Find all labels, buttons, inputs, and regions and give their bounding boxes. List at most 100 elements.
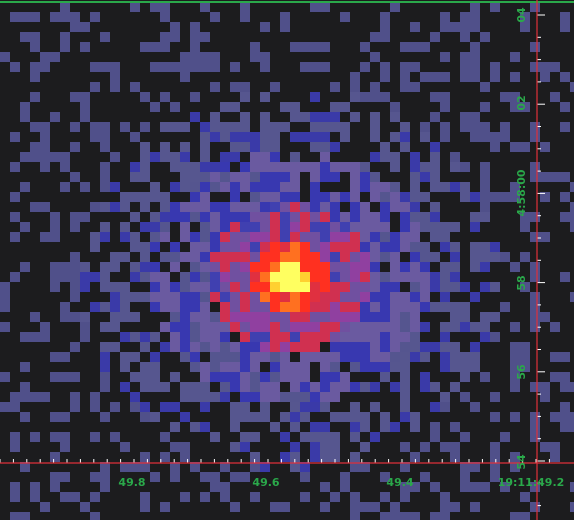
pixel — [310, 142, 320, 152]
pixel — [470, 402, 480, 412]
pixel — [570, 482, 574, 492]
pixel — [300, 322, 310, 332]
pixel — [300, 62, 310, 72]
pixel — [330, 292, 340, 302]
pixel — [190, 282, 200, 292]
pixel — [430, 72, 440, 82]
pixel — [240, 262, 250, 272]
pixel — [170, 442, 180, 452]
pixel — [340, 162, 350, 172]
pixel — [30, 42, 40, 52]
pixel — [230, 352, 240, 362]
pixel — [420, 212, 430, 222]
pixel — [310, 172, 320, 182]
pixel — [370, 112, 380, 122]
pixel — [270, 422, 280, 432]
x-label: 49.4 — [386, 476, 413, 489]
pixel — [320, 282, 330, 292]
pixel — [310, 442, 320, 452]
pixel — [190, 212, 200, 222]
pixel — [110, 342, 120, 352]
pixel — [290, 422, 300, 432]
pixel — [210, 252, 220, 262]
pixel — [140, 452, 150, 462]
pixel — [350, 202, 360, 212]
pixel — [420, 242, 430, 252]
pixel — [200, 472, 210, 482]
pixel — [400, 392, 410, 402]
pixel — [20, 362, 30, 372]
pixel — [520, 222, 530, 232]
pixel — [160, 62, 170, 72]
pixel — [430, 172, 440, 182]
pixel — [400, 402, 410, 412]
pixel — [280, 322, 290, 332]
pixel — [90, 132, 100, 142]
pixel — [280, 192, 290, 202]
pixel — [40, 502, 50, 512]
pixel — [60, 42, 70, 52]
pixel — [530, 292, 540, 302]
pixel — [460, 182, 470, 192]
pixel — [290, 372, 300, 382]
pixel — [190, 332, 200, 342]
pixel — [80, 312, 90, 322]
pixel — [140, 342, 150, 352]
pixel — [330, 302, 340, 312]
pixel — [340, 222, 350, 232]
pixel — [200, 312, 210, 322]
pixel — [170, 22, 180, 32]
pixel — [390, 102, 400, 112]
pixel — [250, 202, 260, 212]
pixel — [280, 282, 290, 292]
pixel — [240, 442, 250, 452]
pixel — [450, 252, 460, 262]
pixel — [400, 202, 410, 212]
pixel — [50, 212, 60, 222]
pixel — [290, 402, 300, 412]
pixel — [60, 312, 70, 322]
pixel — [480, 172, 490, 182]
pixel — [310, 432, 320, 442]
pixel — [360, 342, 370, 352]
pixel — [300, 412, 310, 422]
pixel — [320, 232, 330, 242]
pixel — [510, 262, 520, 272]
pixel — [470, 502, 480, 512]
pixel — [170, 262, 180, 272]
pixel — [120, 222, 130, 232]
pixel — [130, 352, 140, 362]
pixel — [440, 332, 450, 342]
pixel — [470, 72, 480, 82]
pixel — [100, 412, 110, 422]
pixel — [100, 342, 110, 352]
pixel — [310, 272, 320, 282]
pixel — [170, 152, 180, 162]
pixel — [300, 272, 310, 282]
pixel — [290, 172, 300, 182]
pixel — [260, 312, 270, 322]
pixel — [310, 132, 320, 142]
pixel — [170, 422, 180, 432]
pixel — [300, 112, 310, 122]
pixel — [30, 312, 40, 322]
pixel — [380, 62, 390, 72]
pixel — [430, 512, 440, 520]
pixel — [320, 162, 330, 172]
pixel — [340, 482, 350, 492]
pixel — [60, 302, 70, 312]
pixel — [210, 242, 220, 252]
pixel — [70, 402, 80, 412]
pixel — [80, 112, 90, 122]
pixel — [320, 402, 330, 412]
pixel — [490, 412, 500, 422]
pixel — [280, 502, 290, 512]
pixel — [420, 472, 430, 482]
pixel — [160, 302, 170, 312]
pixel — [240, 342, 250, 352]
pixel — [190, 172, 200, 182]
pixel — [110, 202, 120, 212]
pixel — [480, 192, 490, 202]
pixel — [270, 212, 280, 222]
page: {"x_axis": {"labels": ["49.8", "49.6", "… — [0, 0, 574, 520]
